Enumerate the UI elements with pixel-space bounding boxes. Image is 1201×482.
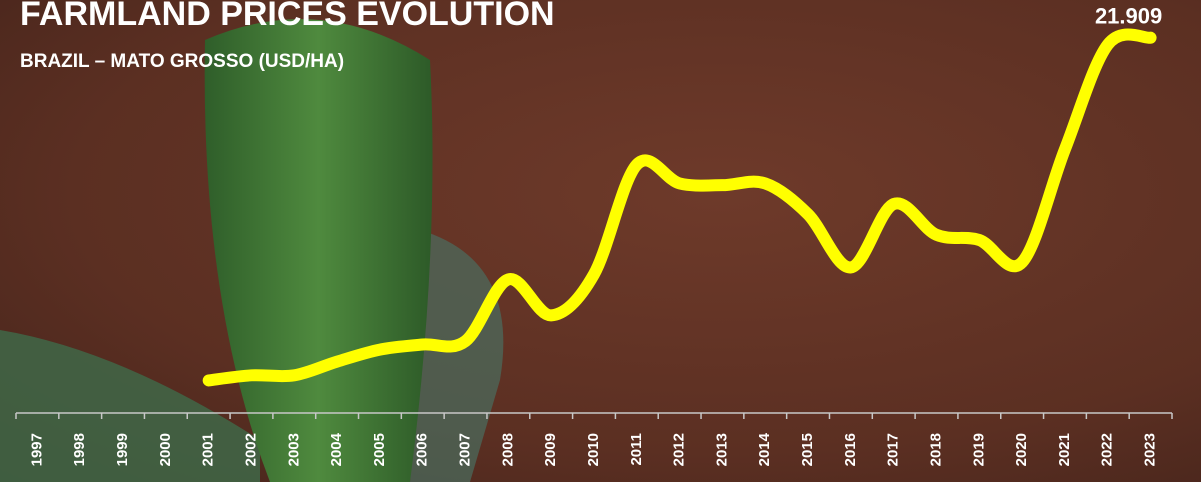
- leaf-main: [204, 19, 433, 482]
- x-tick-label: 2019: [970, 433, 987, 466]
- x-tick-label: 2017: [885, 433, 902, 466]
- x-tick-label: 2004: [328, 432, 345, 466]
- x-tick-label: 2000: [157, 433, 174, 466]
- x-tick-label: 2020: [1013, 433, 1030, 466]
- leaf-left: [0, 330, 260, 482]
- line: [202, 28, 1157, 387]
- x-tick-label: 2009: [542, 433, 559, 466]
- x-tick-label: 2008: [499, 433, 516, 466]
- x-tick-label: 1997: [28, 433, 45, 466]
- x-tick-label: 1999: [114, 433, 131, 466]
- x-tick-label: 2014: [756, 432, 773, 466]
- x-tick-label: 2023: [1142, 433, 1159, 466]
- data-label: 21.909: [1095, 4, 1162, 29]
- x-tick-label: 2016: [842, 433, 859, 466]
- x-tick-label: 2021: [1056, 433, 1073, 466]
- x-tick-label: 2012: [671, 433, 688, 466]
- chart-title: FARMLAND PRICES EVOLUTION: [20, 0, 555, 33]
- x-tick-label: 2002: [242, 433, 259, 466]
- x-tick-label: 2022: [1099, 433, 1116, 466]
- x-tick-label: 2005: [371, 433, 388, 466]
- x-tick-label: 2018: [927, 433, 944, 466]
- chart-subtitle: BRAZIL – MATO GROSSO (USD/HA): [20, 51, 344, 72]
- x-tick-label: 2015: [799, 433, 816, 466]
- x-tick-label: 2001: [200, 433, 217, 466]
- x-tick-label: 1998: [71, 433, 88, 466]
- x-tick-label: 2007: [457, 433, 474, 466]
- x-tick-label: 2010: [585, 433, 602, 466]
- x-tick-label: 2003: [285, 433, 302, 466]
- leaf-back: [410, 230, 504, 482]
- x-tick-label: 2011: [628, 433, 645, 466]
- x-tick-label: 2013: [713, 433, 730, 466]
- x-tick-label: 2006: [414, 433, 431, 466]
